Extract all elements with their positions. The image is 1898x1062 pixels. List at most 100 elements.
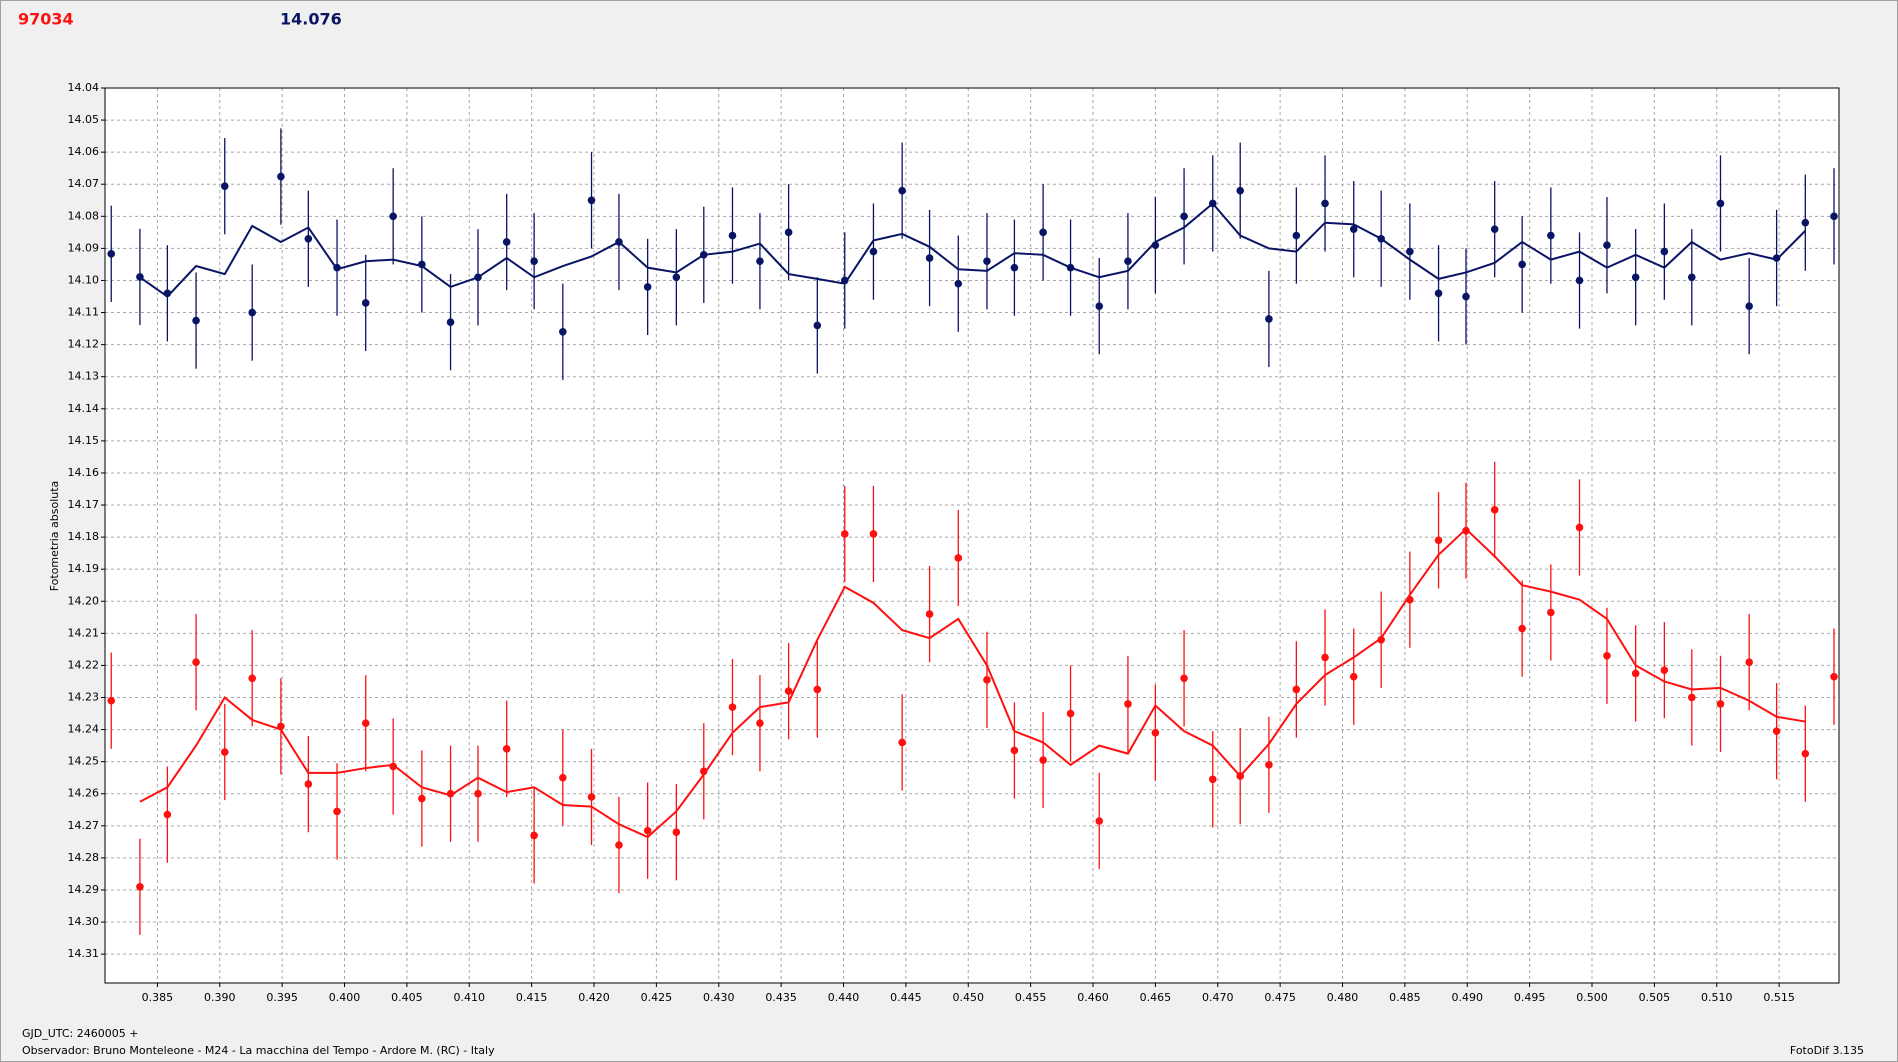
data-point xyxy=(672,273,681,282)
x-tick-label: 0.495 xyxy=(1514,991,1546,1004)
data-point xyxy=(1095,817,1104,825)
data-point xyxy=(248,308,257,317)
x-tick-label: 0.510 xyxy=(1701,991,1733,1004)
data-point xyxy=(304,780,313,788)
data-point xyxy=(1434,536,1443,545)
data-point xyxy=(728,703,737,711)
x-tick-label: 0.485 xyxy=(1389,991,1421,1004)
y-tick-label: 14.21 xyxy=(68,626,100,639)
data-point xyxy=(304,234,313,243)
data-point xyxy=(784,687,793,695)
data-point xyxy=(1687,273,1696,282)
data-point xyxy=(1321,653,1329,662)
y-tick-label: 14.15 xyxy=(68,434,100,447)
data-point xyxy=(1518,260,1526,269)
data-point xyxy=(898,186,906,195)
data-point xyxy=(925,254,934,262)
data-point xyxy=(1830,212,1838,221)
y-tick-label: 14.18 xyxy=(68,530,100,543)
data-point xyxy=(840,530,849,538)
data-point xyxy=(1406,247,1414,256)
data-point xyxy=(502,238,511,246)
y-tick-label: 14.27 xyxy=(68,819,100,832)
y-axis-label: Fotometria absoluta xyxy=(48,481,61,592)
x-tick-label: 0.460 xyxy=(1077,991,1109,1004)
data-point xyxy=(925,610,934,618)
header-left: 97034 xyxy=(18,10,74,29)
data-point xyxy=(869,247,878,256)
x-axis-label: GJD_UTC: 2460005 + xyxy=(22,1027,138,1040)
data-point xyxy=(1265,761,1273,769)
x-tick-label: 0.415 xyxy=(516,991,548,1004)
y-tick-label: 14.26 xyxy=(68,787,100,800)
data-point xyxy=(1349,225,1358,233)
data-point xyxy=(1462,292,1470,301)
data-point xyxy=(474,789,482,798)
data-point xyxy=(1292,685,1301,694)
data-point xyxy=(643,826,652,835)
data-point xyxy=(615,841,623,849)
data-point xyxy=(1575,276,1584,285)
data-point xyxy=(1010,263,1019,272)
data-point xyxy=(898,738,906,747)
y-tick-label: 14.16 xyxy=(68,466,100,479)
data-point xyxy=(220,748,229,756)
data-point xyxy=(954,279,963,288)
data-point xyxy=(418,794,426,803)
data-point xyxy=(1066,709,1075,718)
x-tick-label: 0.515 xyxy=(1763,991,1795,1004)
y-tick-label: 14.31 xyxy=(68,947,100,960)
data-point xyxy=(446,318,455,326)
header-right: 14.076 xyxy=(280,10,342,29)
data-point xyxy=(813,685,822,694)
y-tick-label: 14.12 xyxy=(68,338,100,351)
y-tick-label: 14.23 xyxy=(68,690,100,703)
y-tick-label: 14.04 xyxy=(68,81,100,94)
data-point xyxy=(1660,247,1669,256)
data-point xyxy=(1716,199,1725,208)
data-point xyxy=(1660,666,1669,675)
data-point xyxy=(1547,231,1555,240)
data-point xyxy=(1124,257,1132,266)
y-tick-label: 14.24 xyxy=(68,723,100,736)
y-tick-label: 14.13 xyxy=(68,370,100,383)
data-point xyxy=(559,773,567,782)
data-point xyxy=(587,793,596,801)
y-tick-label: 14.25 xyxy=(68,755,100,768)
y-tick-label: 14.17 xyxy=(68,498,100,511)
data-point xyxy=(1180,674,1188,683)
data-point xyxy=(1208,775,1217,784)
data-point xyxy=(192,316,200,325)
x-tick-label: 0.455 xyxy=(1015,991,1047,1004)
x-tick-label: 0.430 xyxy=(703,991,735,1004)
data-point xyxy=(1518,624,1526,633)
data-point xyxy=(1434,289,1443,298)
x-tick-label: 0.475 xyxy=(1264,991,1296,1004)
data-point xyxy=(192,658,200,667)
data-point xyxy=(389,212,397,221)
x-tick-label: 0.405 xyxy=(391,991,423,1004)
x-tick-label: 0.385 xyxy=(142,991,174,1004)
data-point xyxy=(107,250,116,258)
x-tick-label: 0.470 xyxy=(1202,991,1234,1004)
footer-software: FotoDif 3.135 xyxy=(1790,1044,1864,1057)
x-tick-label: 0.465 xyxy=(1140,991,1172,1004)
data-point xyxy=(1687,693,1696,702)
data-point xyxy=(1377,635,1385,644)
data-point xyxy=(136,882,144,891)
data-point xyxy=(983,676,991,684)
data-point xyxy=(1631,669,1640,678)
y-tick-label: 14.08 xyxy=(68,209,100,222)
y-tick-label: 14.22 xyxy=(68,658,100,671)
data-point xyxy=(559,327,567,336)
y-tick-label: 14.07 xyxy=(68,177,100,190)
data-point xyxy=(1180,212,1188,221)
y-tick-label: 14.05 xyxy=(68,113,100,126)
y-tick-label: 14.14 xyxy=(68,402,100,415)
data-point xyxy=(784,228,793,237)
x-tick-label: 0.500 xyxy=(1576,991,1608,1004)
data-point xyxy=(1603,241,1611,249)
data-point xyxy=(1490,506,1499,514)
data-point xyxy=(1462,526,1470,535)
